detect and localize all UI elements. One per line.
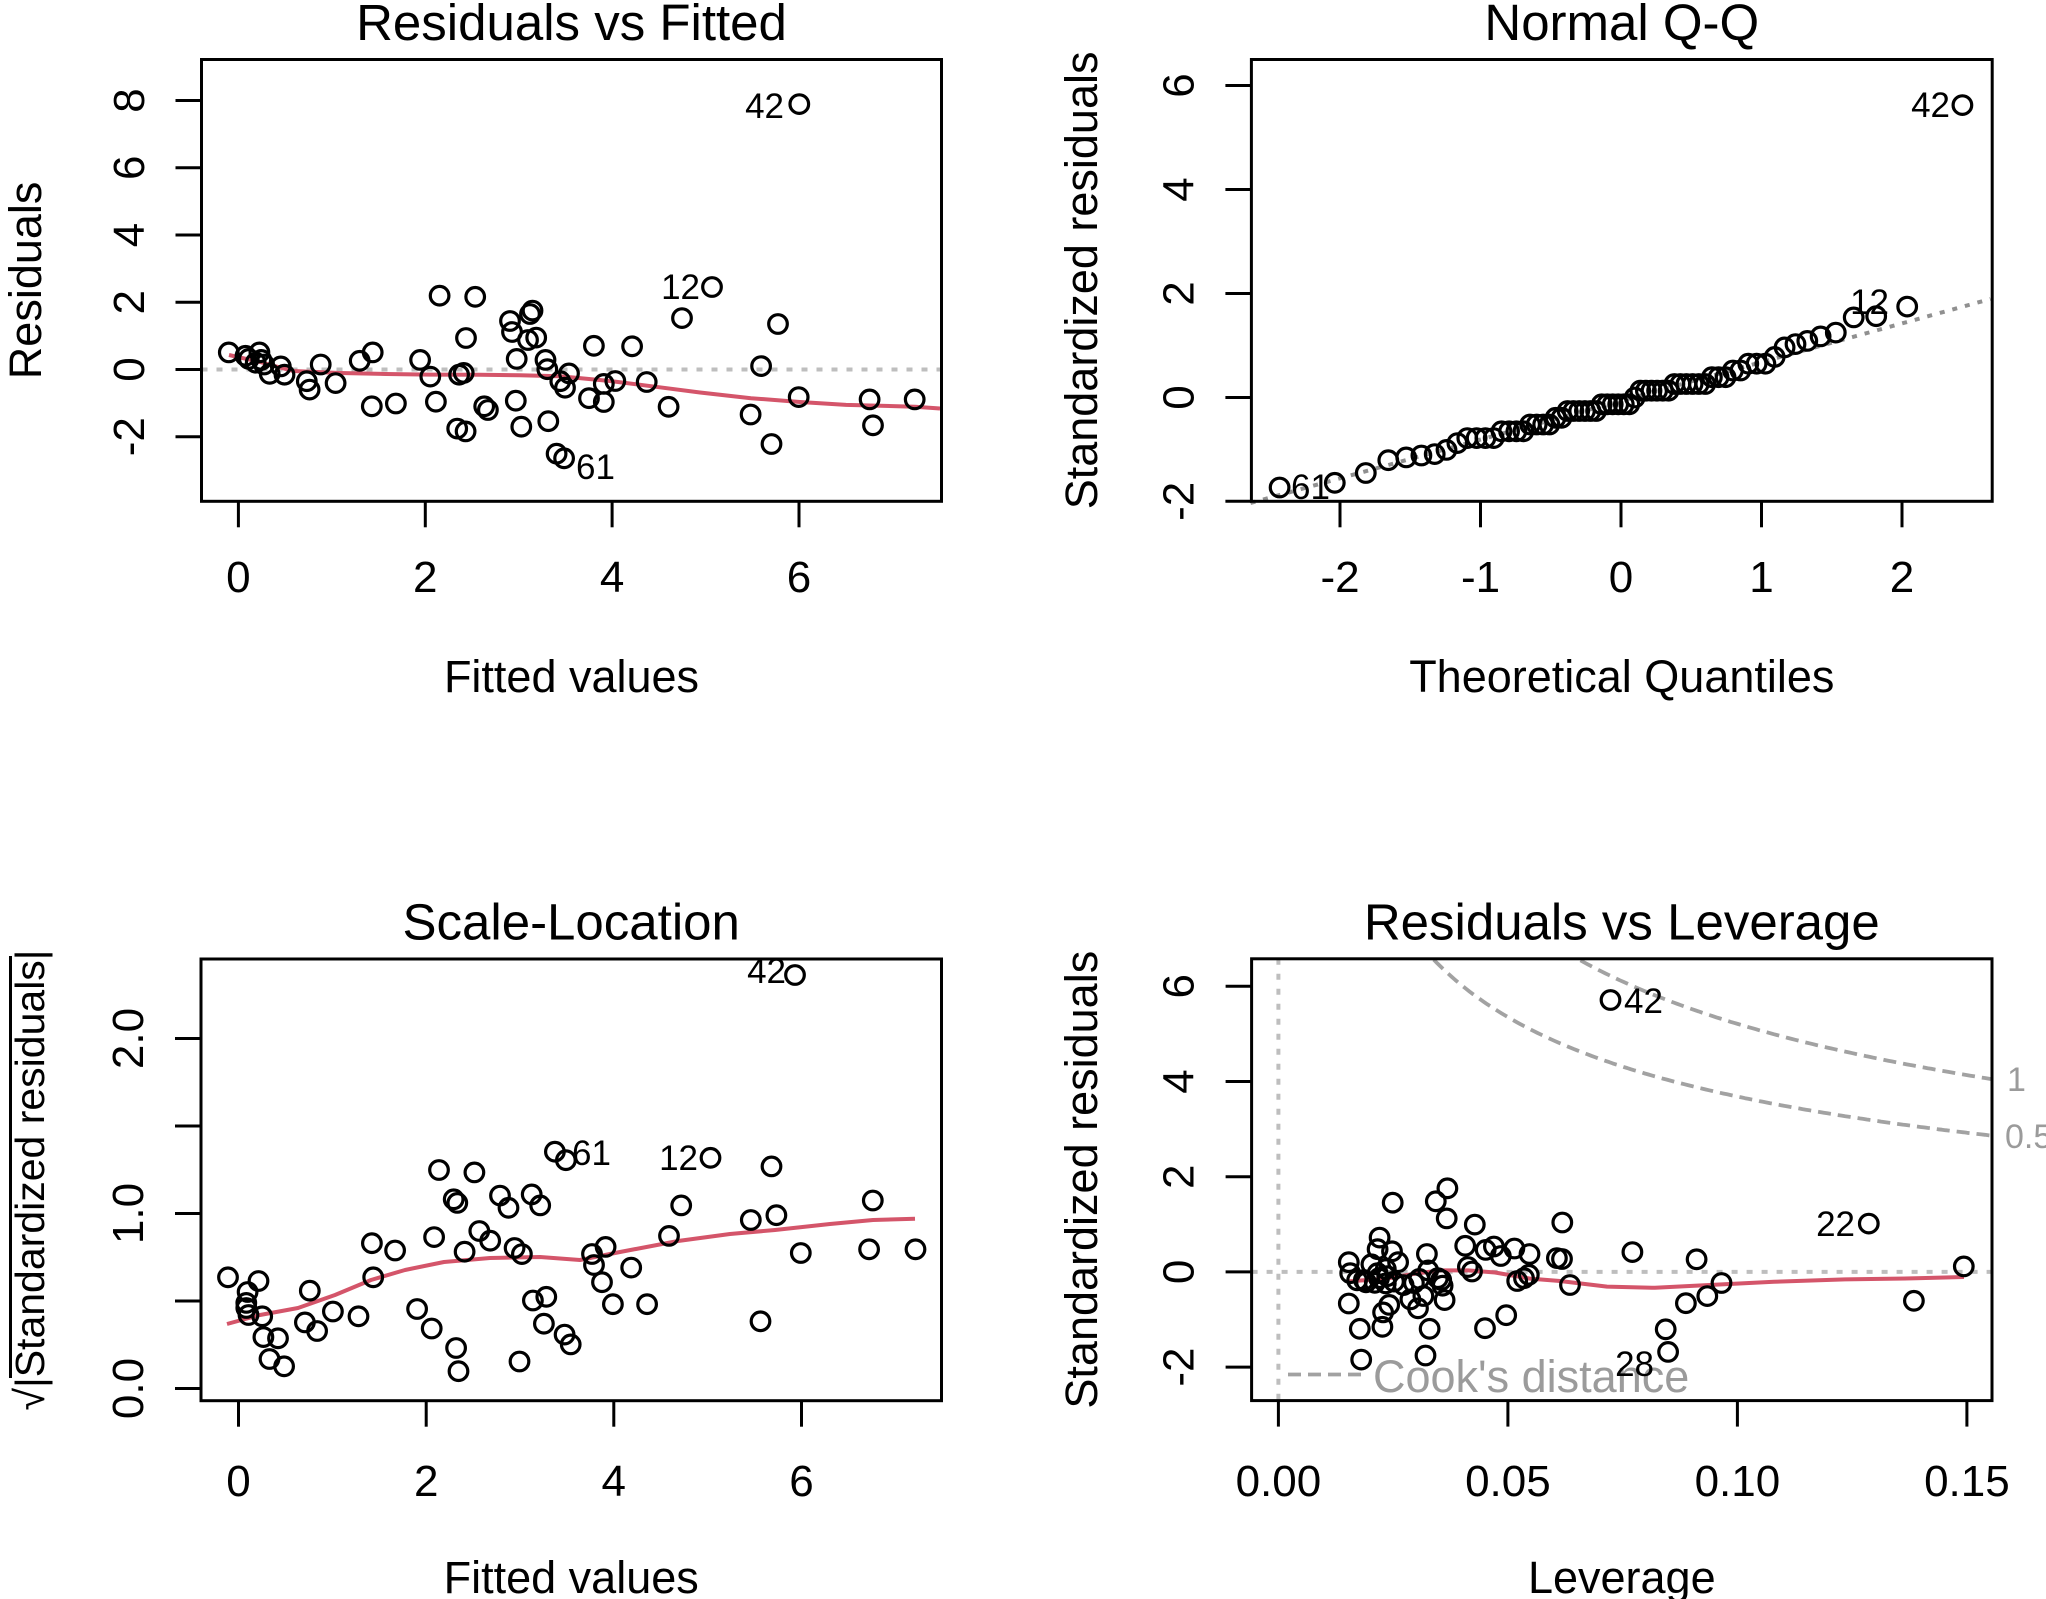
svg-text:4: 4 [1155,1069,1204,1093]
svg-text:-2: -2 [1154,482,1203,521]
svg-text:6: 6 [1154,73,1203,97]
svg-text:Fitted values: Fitted values [444,1552,699,1599]
svg-text:Cook's distance: Cook's distance [1373,1351,1689,1402]
svg-text:2: 2 [105,290,154,314]
svg-text:Theoretical Quantiles: Theoretical Quantiles [1409,651,1834,702]
svg-text:0: 0 [105,357,154,381]
svg-text:0: 0 [1609,553,1633,602]
svg-text:Residuals vs Leverage: Residuals vs Leverage [1364,894,1880,951]
svg-text:12: 12 [1850,283,1889,322]
svg-text:Fitted values: Fitted values [444,651,699,702]
svg-text:0.10: 0.10 [1695,1457,1781,1506]
svg-text:1: 1 [2007,1061,2026,1099]
svg-text:0.15: 0.15 [1924,1457,2010,1506]
svg-text:6: 6 [105,156,154,180]
svg-text:Leverage: Leverage [1528,1552,1716,1599]
svg-text:42: 42 [747,952,786,991]
svg-text:6: 6 [789,1457,813,1506]
svg-text:-2: -2 [1320,553,1359,602]
svg-text:28: 28 [1615,1345,1654,1384]
svg-text:-1: -1 [1461,553,1500,602]
svg-text:22: 22 [1816,1205,1855,1244]
svg-text:42: 42 [745,87,784,126]
svg-text:6: 6 [1155,974,1204,998]
svg-text:2: 2 [413,553,437,602]
svg-text:8: 8 [105,88,154,112]
svg-text:Residuals vs Fitted: Residuals vs Fitted [356,0,787,51]
svg-text:0: 0 [226,1457,250,1506]
svg-text:4: 4 [1154,177,1203,201]
svg-text:0.5: 0.5 [2005,1118,2046,1156]
svg-text:42: 42 [1624,982,1663,1021]
svg-text:-2: -2 [1155,1348,1204,1387]
svg-text:0: 0 [1154,385,1203,409]
svg-text:1: 1 [1749,553,1773,602]
svg-text:0.05: 0.05 [1465,1457,1551,1506]
svg-text:2: 2 [1890,553,1914,602]
svg-text:Standardized residuals: Standardized residuals [1056,951,1107,1409]
svg-text:61: 61 [576,448,615,487]
svg-text:61: 61 [1291,468,1330,507]
svg-text:Standardized residuals: Standardized residuals [1056,52,1107,510]
svg-text:4: 4 [105,223,154,247]
svg-text:-2: -2 [105,417,154,456]
svg-text:0: 0 [226,553,250,602]
svg-text:0.00: 0.00 [1236,1457,1322,1506]
svg-text:2.0: 2.0 [104,1008,153,1069]
svg-text:42: 42 [1911,86,1950,125]
svg-text:2: 2 [414,1457,438,1506]
svg-text:12: 12 [661,268,700,307]
svg-text:4: 4 [600,553,624,602]
svg-text:1.0: 1.0 [104,1183,153,1244]
svg-text:0.0: 0.0 [104,1358,153,1419]
svg-text:Normal Q-Q: Normal Q-Q [1484,0,1759,51]
svg-text:6: 6 [787,553,811,602]
svg-text:12: 12 [659,1139,698,1178]
svg-text:Scale-Location: Scale-Location [403,894,740,951]
svg-text:4: 4 [602,1457,626,1506]
svg-text:Residuals: Residuals [0,182,51,380]
svg-text:61: 61 [572,1134,611,1173]
svg-text:0: 0 [1155,1260,1204,1284]
svg-text:2: 2 [1154,281,1203,305]
svg-text:2: 2 [1155,1164,1204,1188]
svg-text:√|Standardized residuals|: √|Standardized residuals| [7,950,53,1411]
